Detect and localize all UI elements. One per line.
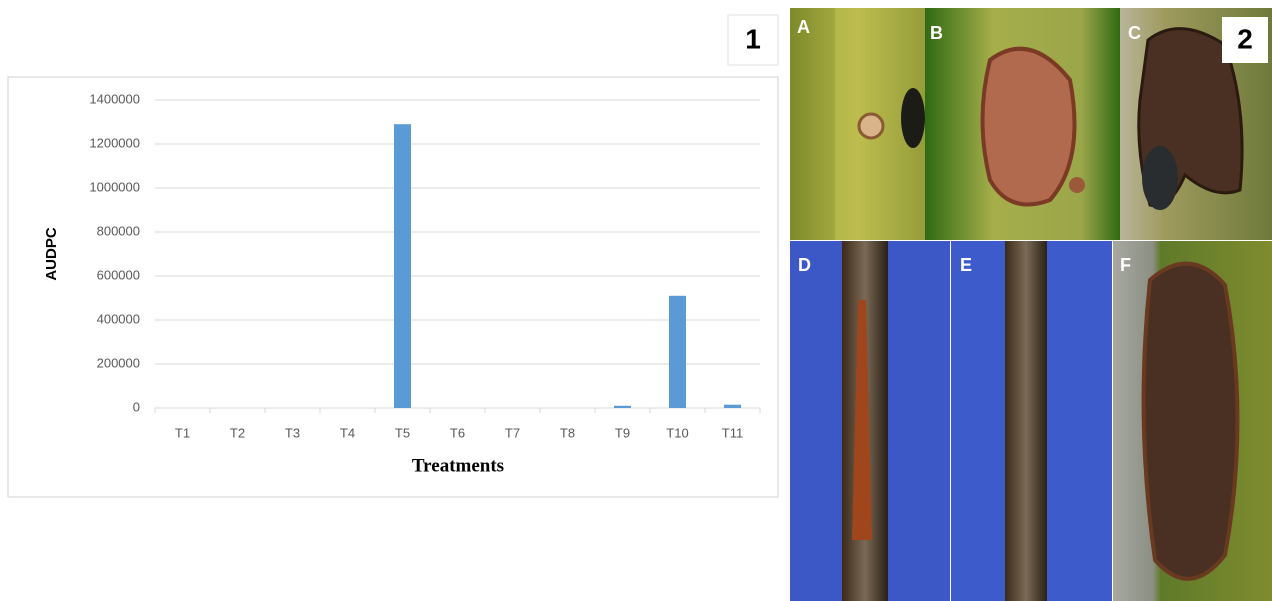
bar bbox=[669, 296, 686, 408]
x-tick-label: T3 bbox=[285, 425, 300, 440]
x-tick-label: T4 bbox=[340, 425, 355, 440]
panel-number: 1 bbox=[745, 23, 761, 54]
x-tick-label: T6 bbox=[450, 425, 465, 440]
lesion bbox=[1069, 177, 1085, 193]
photo-label: D bbox=[798, 255, 811, 275]
figure: 1 A B C D E F 2 AUDPC Treatments 0 200000… bbox=[0, 0, 1272, 601]
x-tick-label: T5 bbox=[395, 425, 410, 440]
x-axis-title: Treatments bbox=[412, 455, 504, 476]
photo-label: C bbox=[1128, 23, 1141, 43]
bar bbox=[724, 405, 741, 408]
photo-label: E bbox=[960, 255, 972, 275]
y-axis-title: AUDPC bbox=[43, 227, 60, 281]
y-tick-label: 600000 bbox=[97, 267, 140, 282]
lesion bbox=[901, 88, 925, 148]
photo-label: A bbox=[797, 17, 810, 37]
y-tick-label: 1000000 bbox=[89, 179, 140, 194]
lesion bbox=[983, 49, 1075, 205]
y-tick-label: 400000 bbox=[97, 311, 140, 326]
photo-panels bbox=[790, 8, 1272, 601]
photo-label: F bbox=[1120, 255, 1131, 275]
x-tick-label: T1 bbox=[175, 425, 190, 440]
y-tick-label: 1400000 bbox=[89, 91, 140, 106]
x-tick-label: T11 bbox=[722, 425, 743, 440]
lesion bbox=[1142, 146, 1178, 210]
y-tick-label: 200000 bbox=[97, 355, 140, 370]
x-tick-label: T10 bbox=[666, 425, 688, 440]
x-tick-label: T9 bbox=[615, 425, 630, 440]
y-tick-label: 1200000 bbox=[89, 135, 140, 150]
stem bbox=[1005, 241, 1047, 601]
lesion bbox=[859, 114, 883, 138]
bar bbox=[394, 124, 411, 408]
lesion bbox=[1144, 264, 1238, 579]
bar bbox=[614, 406, 631, 408]
y-tick-label: 800000 bbox=[97, 223, 140, 238]
x-tick-label: T7 bbox=[505, 425, 520, 440]
x-tick-label: T8 bbox=[560, 425, 575, 440]
photo-label: B bbox=[930, 23, 943, 43]
y-tick-label: 0 bbox=[133, 399, 140, 414]
x-tick-label: T2 bbox=[230, 425, 245, 440]
panel-number: 2 bbox=[1237, 23, 1253, 54]
